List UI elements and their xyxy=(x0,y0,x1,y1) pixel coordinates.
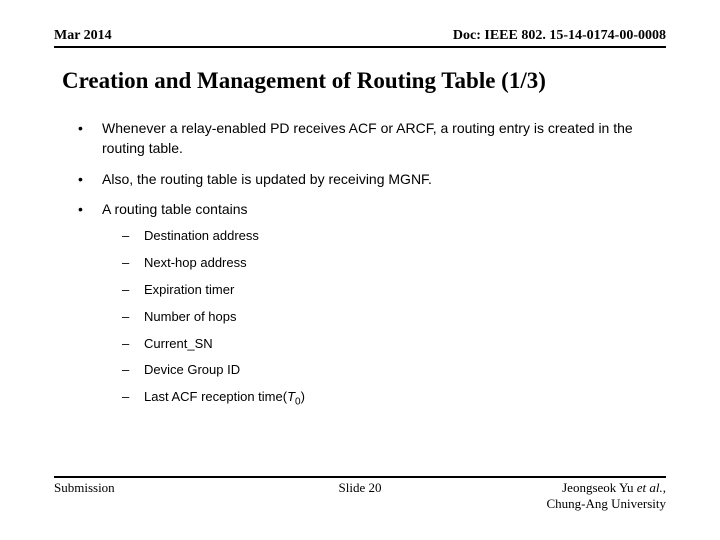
sub-item: Number of hops xyxy=(120,308,650,327)
sub-item: Current_SN xyxy=(120,335,650,354)
author-name: Jeongseok Yu xyxy=(562,480,637,495)
bullet-item: Also, the routing table is updated by re… xyxy=(74,169,650,189)
header-date: Mar 2014 xyxy=(54,28,112,44)
sub-list: Destination address Next-hop address Exp… xyxy=(120,227,650,410)
footer-center: Slide 20 xyxy=(339,480,382,496)
sub-text: Last ACF reception time( xyxy=(144,389,287,404)
author-sep: , xyxy=(663,480,666,495)
header-doc: Doc: IEEE 802. 15-14-0174-00-0008 xyxy=(453,28,666,44)
et-al: et al. xyxy=(637,480,663,495)
bullet-list: Whenever a relay-enabled PD receives ACF… xyxy=(74,118,650,410)
sub-item: Next-hop address xyxy=(120,254,650,273)
sub-item: Last ACF reception time(T0) xyxy=(120,388,650,410)
content-area: Whenever a relay-enabled PD receives ACF… xyxy=(74,118,650,420)
sub-item: Device Group ID xyxy=(120,361,650,380)
sub-text-suffix: ) xyxy=(301,389,305,404)
bullet-text: A routing table contains xyxy=(102,201,248,217)
footer-bar: Submission Slide 20 Jeongseok Yu et al.,… xyxy=(54,476,666,513)
var-t: T xyxy=(287,389,295,404)
page-title: Creation and Management of Routing Table… xyxy=(62,68,546,94)
sub-item: Expiration timer xyxy=(120,281,650,300)
sub-item: Destination address xyxy=(120,227,650,246)
bullet-item: A routing table contains Destination add… xyxy=(74,199,650,410)
footer-left: Submission xyxy=(54,480,115,496)
header-bar: Mar 2014 Doc: IEEE 802. 15-14-0174-00-00… xyxy=(54,28,666,48)
affiliation: Chung-Ang University xyxy=(546,496,666,511)
bullet-item: Whenever a relay-enabled PD receives ACF… xyxy=(74,118,650,159)
footer-right: Jeongseok Yu et al., Chung-Ang Universit… xyxy=(546,480,666,513)
